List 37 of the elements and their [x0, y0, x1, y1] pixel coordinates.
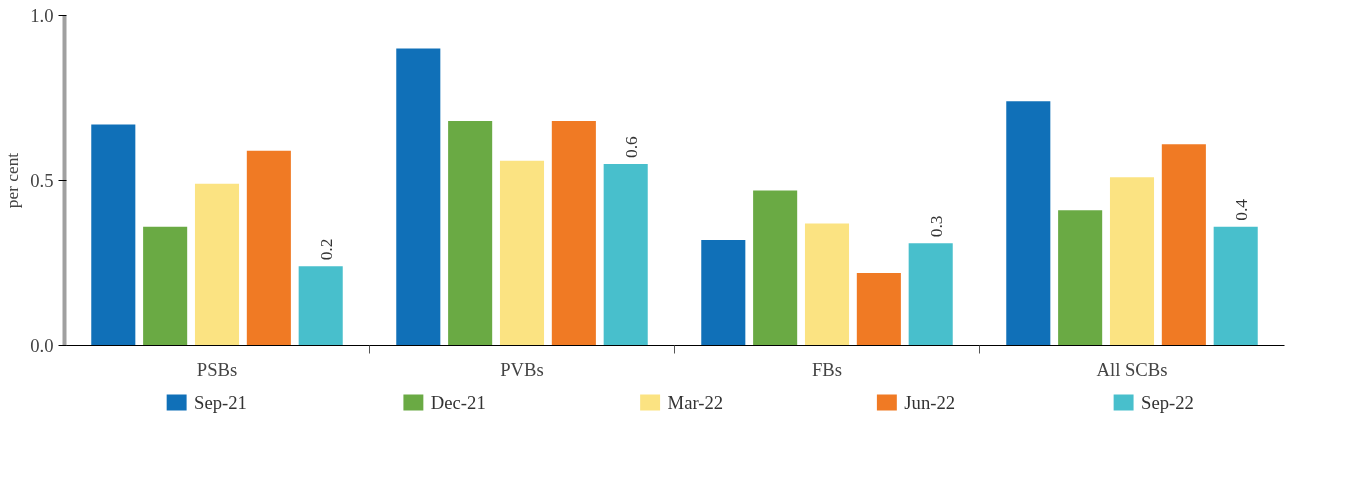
x-tick-label: PSBs [196, 358, 238, 380]
x-tick-label: PVBs [500, 358, 544, 380]
bar [804, 223, 850, 346]
x-tick-label: FBs [811, 358, 843, 380]
bar [298, 266, 343, 346]
bar [246, 150, 291, 346]
y-tick-label: 0.0 [30, 335, 54, 356]
legend-label: Sep-21 [194, 392, 247, 413]
bar [91, 124, 136, 346]
bar [396, 48, 441, 346]
y-tick-label: 1.0 [30, 5, 54, 26]
legend-label: Dec-21 [430, 392, 486, 413]
bar [448, 121, 493, 346]
bar [856, 272, 901, 346]
y-tick-label: 0.5 [30, 170, 54, 191]
bar [499, 160, 545, 346]
bar [1006, 101, 1051, 346]
x-tick-label: All SCBs [1096, 358, 1168, 380]
legend-label: Jun-22 [904, 392, 956, 413]
bar [1058, 210, 1103, 346]
bar [701, 239, 746, 346]
bar [1109, 177, 1155, 346]
bar [908, 243, 953, 346]
data-label: 0.6 [622, 136, 642, 158]
bar [753, 190, 798, 346]
y-axis-title: per cent [3, 152, 23, 209]
bar [194, 183, 240, 346]
bar [603, 164, 648, 346]
bar [551, 121, 596, 346]
bar [1161, 144, 1206, 346]
bar [1213, 226, 1258, 346]
data-label: 0.3 [927, 215, 947, 238]
legend-label: Sep-22 [1141, 392, 1194, 413]
data-label: 0.4 [1232, 198, 1252, 221]
bar [143, 226, 188, 346]
data-label: 0.2 [317, 238, 337, 261]
legend-label: Mar-22 [667, 392, 724, 413]
